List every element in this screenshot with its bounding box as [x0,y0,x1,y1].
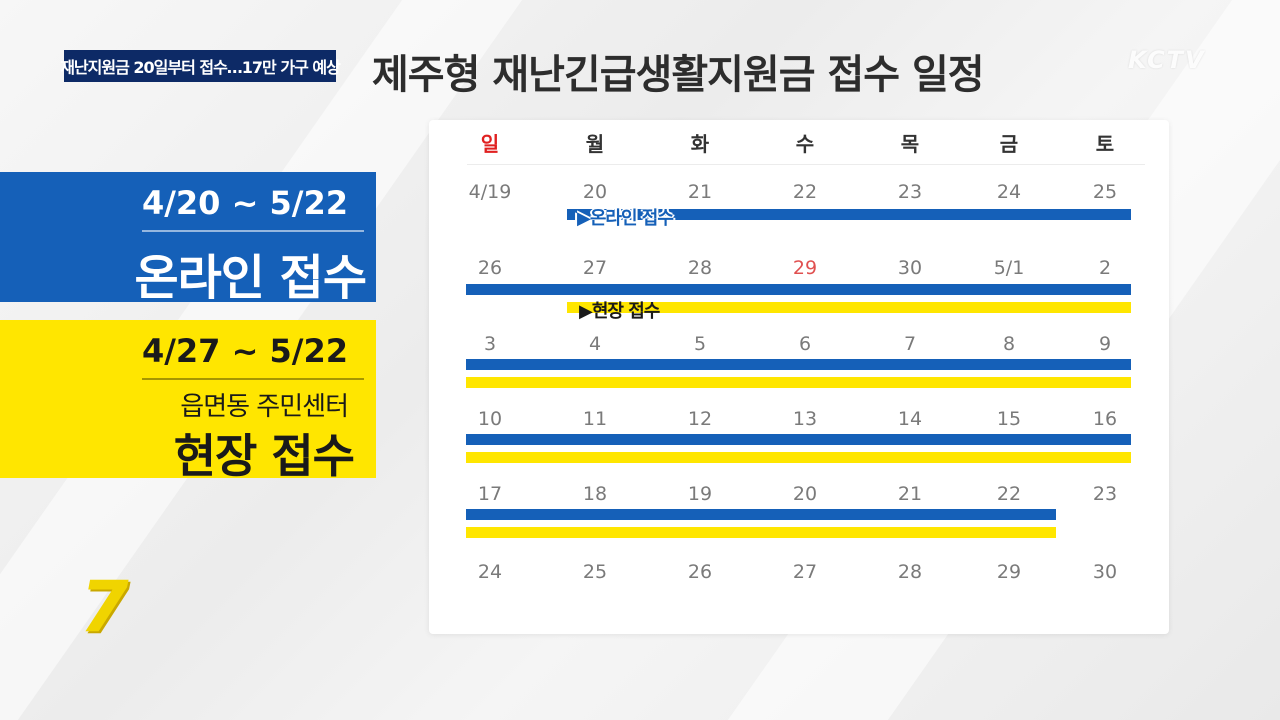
online-bar-label: ▶온라인 접수 [577,208,674,229]
calendar-day: 3 [483,333,497,355]
calendar-day: 26 [477,257,503,279]
header-divider [467,164,1145,165]
divider [142,378,364,380]
calendar-day: 4 [588,333,602,355]
calendar-day: 27 [582,257,608,279]
weekday-header: 월 [585,132,605,156]
calendar-day: 13 [792,408,818,430]
calendar-day: 23 [1092,483,1118,505]
weekday-header: 토 [1095,132,1115,156]
calendar-day: 30 [897,257,923,279]
calendar-day: 29 [996,561,1022,583]
calendar-day: 16 [1092,408,1118,430]
calendar-day: 28 [897,561,923,583]
calendar-day: 5/1 [993,257,1025,279]
calendar-day: 21 [897,483,923,505]
calendar: 일 월 화 수 목 금 토 4/19 20 21 22 23 24 25 26 27 28 29 30 5/1 2 3 4 5… [429,120,1169,634]
calendar-day: 28 [687,257,713,279]
weekday-header: 금 [999,132,1019,156]
calendar-day: 25 [582,561,608,583]
online-period-bar [567,209,1131,220]
calendar-day: 18 [582,483,608,505]
online-period-bar [466,359,1131,370]
calendar-day: 11 [582,408,608,430]
calendar-day: 20 [792,483,818,505]
calendar-day: 22 [996,483,1022,505]
calendar-day: 8 [1002,333,1016,355]
channel-seven-badge: 7 [80,566,129,648]
calendar-day: 9 [1098,333,1112,355]
online-dates: 4/20 ~ 5/22 [141,184,348,222]
broadcaster-logo: KCTV [1128,46,1206,74]
online-period-bar [466,434,1131,445]
calendar-day: 14 [897,408,923,430]
news-caption-tag: 재난지원금 20일부터 접수…17만 가구 예상 [60,50,341,82]
onsite-period-bar [466,527,1056,538]
calendar-day: 17 [477,483,503,505]
calendar-day: 15 [996,408,1022,430]
page-title: 제주형 재난긴급생활지원금 접수 일정 [372,52,985,98]
weekday-header: 화 [690,132,710,156]
calendar-day: 30 [1092,561,1118,583]
calendar-day: 12 [687,408,713,430]
divider [142,230,364,232]
calendar-day: 6 [798,333,812,355]
onsite-period-bar [567,302,1131,313]
calendar-day: 5 [693,333,707,355]
onsite-bar-label: ▶현장 접수 [579,301,660,322]
calendar-day: 19 [687,483,713,505]
online-application-panel: 4/20 ~ 5/22 온라인 접수 [0,172,376,306]
calendar-day: 26 [687,561,713,583]
onsite-period-bar [466,452,1131,463]
onsite-period-bar [466,377,1131,388]
calendar-day: 2 [1098,257,1112,279]
onsite-dates: 4/27 ~ 5/22 [141,332,348,370]
onsite-location: 읍면동 주민센터 [180,392,349,422]
calendar-day: 23 [897,181,923,203]
calendar-day: 27 [792,561,818,583]
calendar-day: 22 [792,181,818,203]
calendar-day: 29 [792,257,818,279]
calendar-day: 7 [903,333,917,355]
onsite-application-panel: 4/27 ~ 5/22 읍면동 주민센터 현장 접수 [0,320,376,483]
online-period-bar [466,509,1056,520]
calendar-day: 10 [477,408,503,430]
onsite-label: 현장 접수 [173,429,355,483]
calendar-day: 21 [687,181,713,203]
calendar-day: 4/19 [468,181,512,203]
calendar-day: 24 [477,561,503,583]
weekday-header: 수 [795,132,815,156]
calendar-day: 24 [996,181,1022,203]
online-period-bar [466,284,1131,295]
calendar-day: 20 [582,181,608,203]
weekday-header: 목 [900,132,920,156]
calendar-day: 25 [1092,181,1118,203]
online-label: 온라인 접수 [134,250,367,306]
weekday-header: 일 [480,132,500,156]
